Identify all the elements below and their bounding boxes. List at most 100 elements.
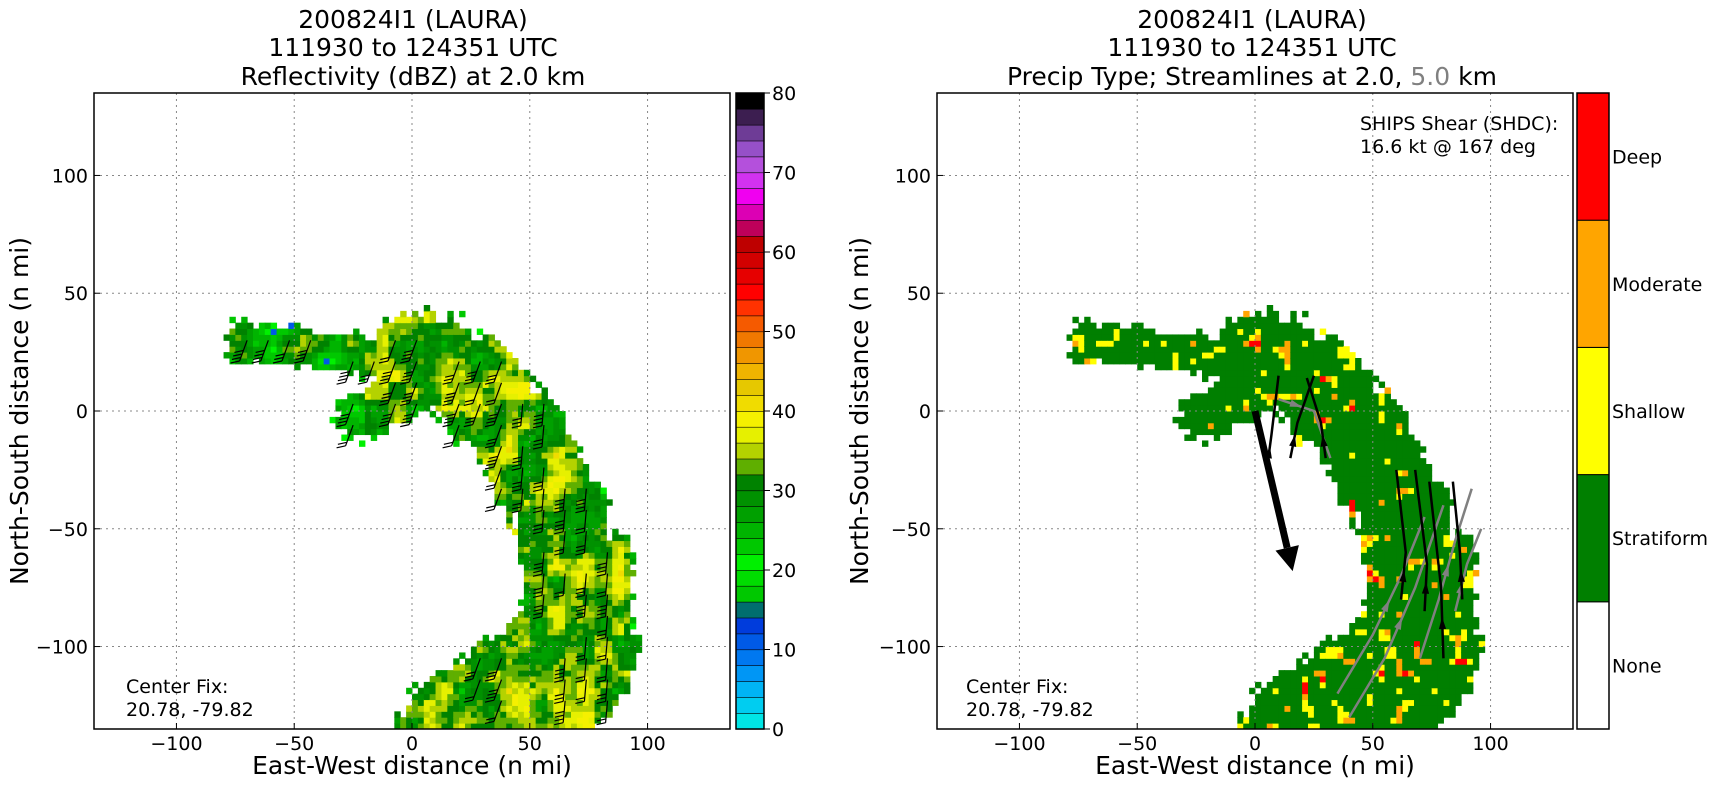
reflectivity-cell (476, 693, 484, 701)
precip-cell (1467, 534, 1474, 542)
reflectivity-cell (264, 352, 272, 359)
precip-cell (1296, 340, 1303, 347)
reflectivity-cell (571, 517, 578, 524)
precip-cell (1390, 693, 1397, 701)
reflectivity-cell (618, 587, 625, 595)
reflectivity-cell (394, 316, 401, 324)
precip-cell (1402, 670, 1409, 677)
reflectivity-cell (606, 646, 613, 653)
precip-cell (1337, 699, 1344, 706)
reflectivity-cell (571, 464, 578, 471)
precip-cell (1125, 358, 1132, 365)
reflectivity-cell (529, 699, 537, 706)
wind-barb (484, 361, 503, 385)
reflectivity-cell (494, 352, 501, 359)
reflectivity-cell (559, 570, 566, 577)
reflectivity-cell (500, 446, 507, 453)
reflectivity-cell (500, 469, 507, 477)
reflectivity-cell (482, 381, 490, 388)
precip-cell (1284, 687, 1291, 695)
precip-cell (1355, 670, 1362, 677)
precip-cell (1455, 552, 1462, 559)
reflectivity-cell (482, 705, 490, 712)
wind-barb (272, 340, 291, 364)
reflectivity-cell (553, 658, 560, 665)
reflectivity-cell (565, 628, 572, 636)
reflectivity-cell (618, 552, 625, 559)
precip-cell (1390, 469, 1397, 477)
reflectivity-cell (453, 711, 460, 718)
precip-cell (1378, 687, 1386, 695)
reflectivity-cell (476, 411, 484, 418)
precip-cell (1331, 446, 1338, 453)
reflectivity-cell (535, 428, 543, 436)
precip-cell (1425, 499, 1433, 506)
reflectivity-cell (523, 599, 531, 606)
reflectivity-cell (523, 522, 531, 530)
precip-cell (1408, 705, 1415, 712)
reflectivity-cell (488, 358, 495, 365)
reflectivity-cell (341, 411, 348, 418)
precip-cell (1284, 369, 1291, 377)
reflectivity-cell (470, 358, 478, 365)
reflectivity-cell (523, 452, 531, 459)
reflectivity-cell (541, 699, 548, 706)
precip-cell (1308, 346, 1315, 353)
precip-cell (1384, 575, 1391, 583)
precip-cell (1325, 416, 1333, 424)
reflectivity-cell (541, 452, 548, 459)
reflectivity-cell (406, 687, 413, 695)
precip-cell (1284, 717, 1291, 724)
reflectivity-cell (576, 670, 584, 677)
precip-cell (1366, 499, 1374, 506)
precip-cell (1325, 446, 1333, 453)
right-x-axis-label: East-West distance (n mi) (1095, 751, 1415, 780)
precip-cell (1349, 522, 1356, 530)
precip-cell (1402, 428, 1409, 436)
wind-barb (484, 679, 503, 703)
reflectivity-cell (547, 528, 554, 536)
precip-cell (1308, 723, 1315, 729)
reflectivity-cell (547, 593, 554, 600)
reflectivity-cell (600, 617, 607, 624)
precip-cell (1278, 399, 1285, 406)
precip-cell (1372, 564, 1380, 571)
precip-cell (1372, 628, 1380, 636)
reflectivity-cell (571, 652, 578, 659)
precip-cell (1372, 605, 1380, 612)
reflectivity-cell (288, 334, 295, 341)
colorbar-swatch (735, 712, 765, 730)
reflectivity-cell (547, 693, 554, 701)
precip-cell (1378, 522, 1386, 530)
precip-cell (1325, 428, 1333, 436)
reflectivity-cell (417, 405, 425, 412)
wind-barb (532, 509, 545, 535)
wind-barb (251, 340, 269, 364)
reflectivity-cell (441, 387, 448, 394)
precip-cell (1372, 676, 1380, 683)
reflectivity-cell (311, 352, 319, 359)
reflectivity-cell (588, 534, 596, 542)
wind-barb (596, 658, 609, 683)
reflectivity-cell (470, 399, 478, 406)
precip-cell (1366, 405, 1374, 412)
reflectivity-cell (535, 381, 543, 388)
reflectivity-cell (470, 670, 478, 677)
reflectivity-cell (494, 458, 501, 465)
reflectivity-cell (482, 340, 490, 347)
precip-cell (1366, 628, 1374, 636)
precip-cell (1337, 387, 1344, 394)
precip-cell (1219, 340, 1227, 347)
precip-cell (1366, 493, 1374, 500)
reflectivity-cell (453, 664, 460, 671)
reflectivity-cell (500, 681, 507, 689)
reflectivity-cell (376, 328, 384, 335)
reflectivity-cell (529, 428, 537, 436)
precip-cell (1184, 416, 1191, 424)
precip-cell (1443, 517, 1450, 524)
precip-cell (1408, 511, 1415, 518)
reflectivity-cell (412, 699, 419, 706)
precip-cell (1372, 646, 1380, 653)
reflectivity-cell (382, 405, 389, 412)
reflectivity-cell (523, 481, 531, 489)
